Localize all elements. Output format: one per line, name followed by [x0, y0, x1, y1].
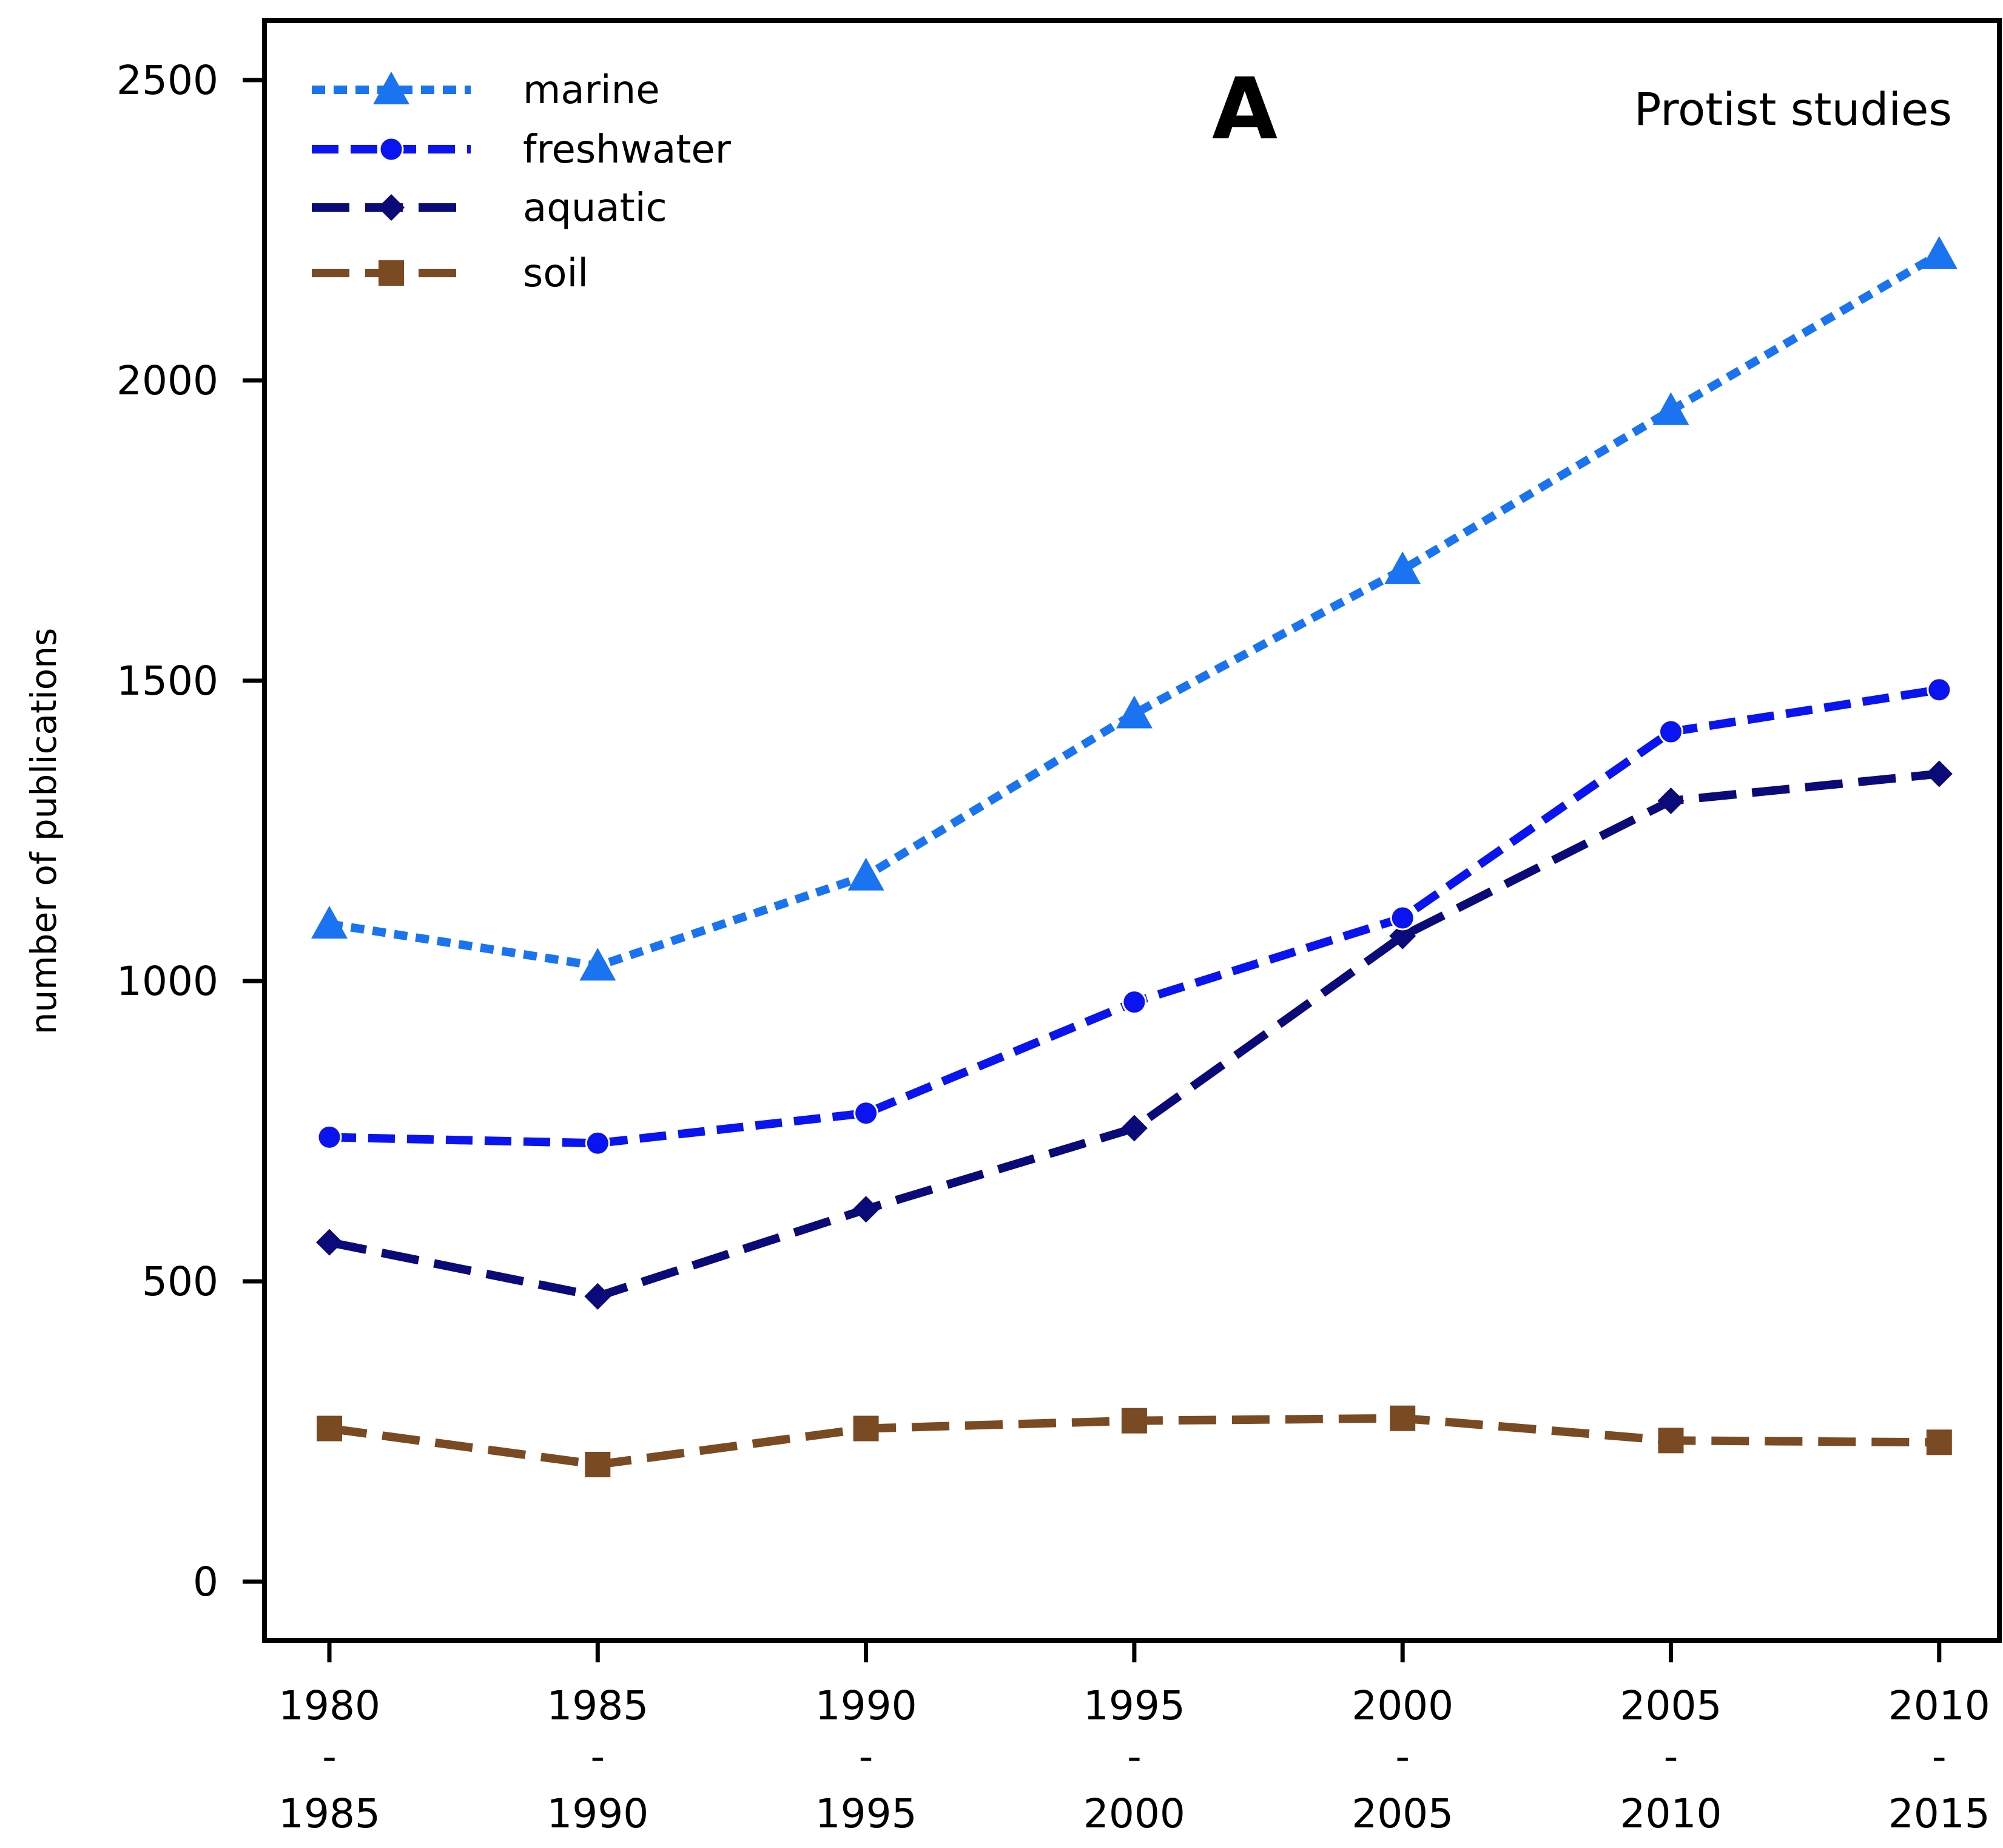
- legend-label: aquatic: [523, 186, 667, 231]
- data-point-marine: [1116, 695, 1153, 729]
- x-tick-label-sep: -: [322, 1733, 337, 1780]
- legend-marker-freshwater: [379, 137, 404, 162]
- series-line-aquatic: [328, 769, 1940, 1301]
- data-point-freshwater: [317, 1124, 342, 1150]
- chart-title: Protist studies: [1634, 84, 1952, 136]
- legend-marker-aquatic: [378, 194, 405, 221]
- legend-marker-marine: [373, 72, 409, 104]
- legend-item-freshwater: freshwater: [312, 127, 732, 172]
- legend-item-aquatic: aquatic: [312, 186, 667, 231]
- data-point-marine: [1652, 392, 1689, 425]
- data-point-marine: [847, 857, 884, 891]
- x-tick-label-start: 2010: [1888, 1682, 1990, 1729]
- y-tick-label: 2000: [116, 357, 218, 404]
- y-axis: 0 500 1000 1500 2000 2500: [116, 57, 264, 1605]
- x-tick-label-sep: -: [590, 1733, 605, 1780]
- data-point-aquatic: [1925, 760, 1953, 787]
- data-point-soil: [853, 1415, 879, 1442]
- x-tick-label-end: 2005: [1352, 1790, 1453, 1837]
- x-tick-label-start: 2000: [1352, 1682, 1453, 1729]
- data-point-marine: [1384, 551, 1421, 584]
- data-point-marine: [1921, 236, 1958, 269]
- x-tick-label-start: 1995: [1083, 1682, 1185, 1729]
- legend-item-marine: marine: [312, 68, 660, 113]
- x-tick-label-end: 1995: [815, 1790, 917, 1837]
- data-point-soil: [585, 1451, 611, 1477]
- y-tick-label: 0: [193, 1559, 218, 1605]
- x-tick-label-end: 1990: [547, 1790, 648, 1837]
- data-point-aquatic: [852, 1196, 880, 1223]
- legend: marine freshwater aquatic soil: [312, 68, 732, 296]
- data-point-freshwater: [1658, 719, 1683, 744]
- series-soil: [317, 1405, 1952, 1477]
- x-tick-label-sep: -: [1395, 1733, 1410, 1780]
- x-tick-label-end: 2000: [1083, 1790, 1185, 1837]
- x-tick-label-end: 1985: [278, 1790, 380, 1837]
- x-tick-label-start: 1990: [815, 1682, 917, 1729]
- data-point-freshwater: [585, 1130, 610, 1156]
- data-point-aquatic: [1657, 787, 1685, 814]
- data-point-marine: [579, 948, 616, 981]
- data-point-aquatic: [1120, 1115, 1148, 1142]
- x-tick-label-start: 1980: [278, 1682, 380, 1729]
- x-tick-label-sep: -: [1932, 1733, 1947, 1780]
- series-aquatic: [316, 760, 1953, 1310]
- data-point-freshwater: [1390, 905, 1415, 931]
- data-point-aquatic: [584, 1283, 611, 1310]
- data-point-soil: [317, 1415, 342, 1442]
- series-freshwater: [317, 677, 1952, 1156]
- x-tick-label-sep: -: [1664, 1733, 1678, 1780]
- data-point-soil: [1390, 1405, 1416, 1431]
- y-tick-label: 1000: [116, 958, 218, 1005]
- x-tick-label-start: 1985: [547, 1682, 648, 1729]
- panel-label: A: [1212, 60, 1278, 159]
- legend-marker-soil: [379, 260, 404, 286]
- data-point-marine: [311, 905, 348, 939]
- x-tick-label-start: 2005: [1620, 1682, 1722, 1729]
- data-point-aquatic: [1389, 922, 1416, 949]
- data-point-aquatic: [316, 1229, 343, 1256]
- series-layer: [311, 236, 1958, 1477]
- legend-label: marine: [523, 68, 660, 113]
- series-line-freshwater: [329, 685, 1940, 1148]
- data-point-soil: [1658, 1428, 1684, 1454]
- plot-frame: [262, 18, 2002, 1643]
- data-point-soil: [1121, 1408, 1147, 1434]
- x-tick-label-end: 2015: [1888, 1790, 1990, 1837]
- x-axis: 1980-19851985-19901990-19951995-20002000…: [278, 1641, 1990, 1837]
- x-tick-label-sep: -: [1127, 1733, 1142, 1780]
- y-axis-label: number of publications: [23, 628, 64, 1035]
- data-point-freshwater: [1122, 990, 1147, 1015]
- y-tick-label: 500: [142, 1258, 218, 1305]
- series-line-marine: [328, 251, 1942, 971]
- x-tick-label-sep: -: [859, 1733, 874, 1780]
- y-tick-label: 1500: [116, 658, 218, 704]
- legend-label: soil: [523, 251, 588, 296]
- x-tick-label-end: 2010: [1620, 1790, 1722, 1837]
- y-tick-label: 2500: [116, 57, 218, 104]
- legend-label: freshwater: [523, 127, 732, 172]
- legend-item-soil: soil: [312, 251, 588, 296]
- data-point-freshwater: [853, 1101, 879, 1126]
- data-point-soil: [1926, 1429, 1952, 1455]
- series-marine: [311, 236, 1958, 981]
- data-point-freshwater: [1927, 677, 1952, 703]
